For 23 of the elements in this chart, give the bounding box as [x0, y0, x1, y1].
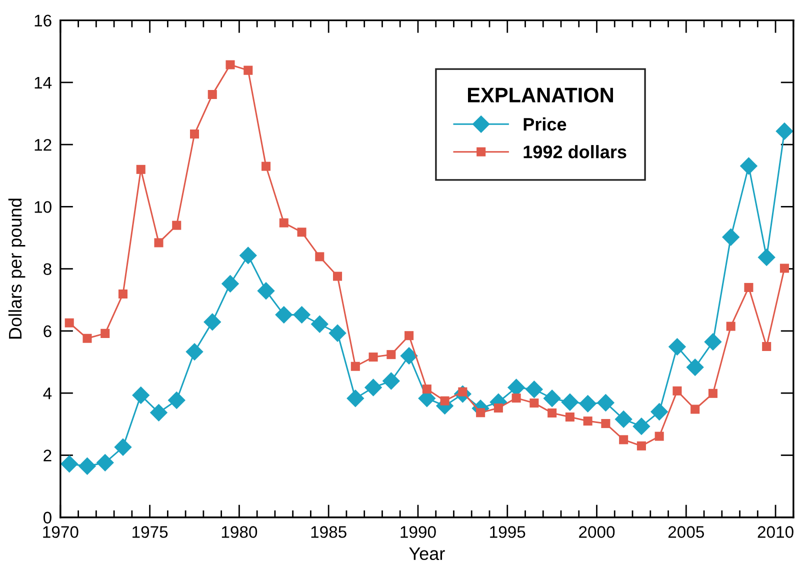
- x-tick-label: 1975: [132, 526, 168, 538]
- y-tick-label: 8: [44, 263, 52, 276]
- y-tick-label: 2: [44, 450, 52, 462]
- legend-title: EXPLANATION: [468, 88, 613, 102]
- x-tick-label: 1985: [311, 526, 346, 538]
- x-tick-label: 2010: [758, 526, 794, 538]
- legend-label: Price: [524, 117, 566, 131]
- x-axis-title: Year: [409, 547, 445, 560]
- x-tick-label: 2000: [579, 526, 615, 538]
- y-tick-label: 12: [34, 138, 52, 151]
- y-tick-label: 6: [44, 325, 52, 338]
- y-tick-label: 14: [34, 77, 52, 88]
- y-tick-label: 10: [34, 201, 52, 213]
- x-tick-label: 2005: [668, 526, 704, 538]
- x-tick-label: 1995: [490, 526, 526, 538]
- x-tick-label: 1990: [400, 526, 436, 538]
- x-tick-label: 1970: [43, 526, 78, 538]
- y-tick-label: 0: [43, 512, 52, 524]
- x-tick-label: 1980: [222, 526, 258, 538]
- legend-label: 1992 dollars: [524, 145, 626, 158]
- y-tick-label: 4: [43, 388, 52, 400]
- y-axis-title: Dollars per pound: [8, 198, 26, 339]
- y-tick-label: 16: [34, 14, 52, 27]
